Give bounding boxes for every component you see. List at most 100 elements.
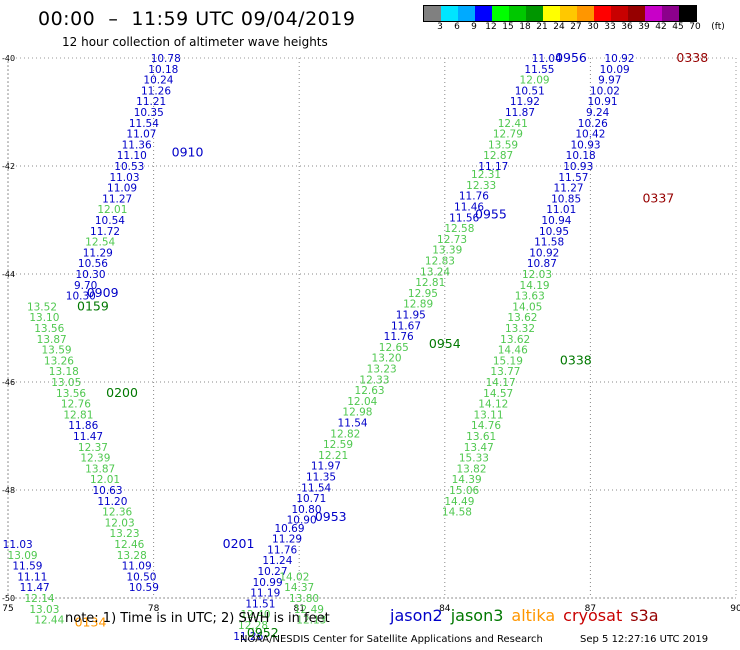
swh-value-label: 13.28 [117, 550, 147, 562]
swh-value-label: 11.58 [534, 237, 564, 249]
swh-value-label: 10.90 [287, 515, 317, 527]
swh-value-label: 11.29 [83, 247, 113, 259]
swh-value-label: 12.81 [415, 277, 445, 289]
swh-value-label: 15.33 [459, 453, 489, 465]
color-swatch-15 [679, 6, 696, 21]
swh-value-label: 10.87 [527, 258, 557, 270]
color-scale-bar [423, 5, 697, 22]
swh-value-label: 13.80 [289, 593, 319, 605]
swh-value-label: 11.03 [3, 539, 33, 551]
color-swatch-2 [458, 6, 475, 21]
color-scale-label: 30 [587, 22, 599, 32]
swh-value-label: 14.57 [483, 388, 513, 400]
swh-value-label: 13.56 [34, 323, 64, 335]
swh-value-label: 12.31 [471, 169, 501, 181]
swh-value-label: 11.04 [532, 53, 562, 65]
swh-value-label: 11.87 [505, 107, 535, 119]
swh-value-label: 11.47 [73, 431, 103, 443]
swh-value-label: 11.54 [129, 118, 159, 130]
swh-value-label: 10.30 [75, 269, 105, 281]
swh-value-label: 10.51 [515, 85, 545, 97]
color-scale-label: 9 [471, 22, 477, 32]
legend-s3a: s3a [630, 606, 659, 625]
swh-value-label: 11.17 [478, 161, 508, 173]
swh-value-label: 13.47 [464, 442, 494, 454]
swh-value-label: 10.94 [541, 215, 571, 227]
swh-value-label: 12.39 [80, 453, 110, 465]
swh-value-label: 10.53 [114, 161, 144, 173]
swh-value-label: 12.13 [296, 615, 326, 627]
swh-value-label: 13.18 [49, 366, 79, 378]
pass-time-label: 0201 [223, 536, 255, 551]
swh-value-label: 13.05 [51, 377, 81, 389]
swh-value-label: 12.63 [355, 385, 385, 397]
pass-time-label: 0910 [172, 145, 204, 160]
swh-value-label: 12.01 [97, 204, 127, 216]
swh-value-label: 10.78 [151, 53, 181, 65]
swh-value-label: 10.59 [129, 582, 159, 594]
swh-value-label: 14.39 [452, 474, 482, 486]
swh-value-label: 11.29 [272, 534, 302, 546]
swh-value-label: 13.39 [432, 245, 462, 257]
pass-time-label: 0159 [77, 298, 109, 313]
color-swatch-4 [492, 6, 509, 21]
swh-value-label: 12.36 [102, 507, 132, 519]
x-tick-label: 81 [293, 604, 304, 614]
swh-value-label: 11.97 [311, 461, 341, 473]
swh-value-label: 9.24 [586, 107, 610, 119]
swh-value-label: 11.92 [510, 96, 540, 108]
swh-value-label: 11.56 [449, 212, 479, 224]
swh-value-label: 10.56 [78, 258, 108, 270]
swh-value-label: 11.54 [338, 418, 368, 430]
swh-value-label: 13.24 [420, 266, 450, 278]
swh-value-label: 12.14 [25, 593, 55, 605]
swh-value-label: 10.71 [296, 493, 326, 505]
swh-value-label: 10.95 [539, 226, 569, 238]
swh-value-label: 11.47 [20, 582, 50, 594]
swh-value-label: 10.42 [575, 129, 605, 141]
swh-value-label: 11.07 [126, 129, 156, 141]
pass-time-label: 0954 [429, 336, 461, 351]
legend-jason3: jason3 [450, 606, 504, 625]
color-scale-label: 36 [621, 22, 633, 32]
swh-value-label: 14.49 [444, 496, 474, 508]
color-swatch-11 [611, 6, 628, 21]
generation-timestamp: Sep 5 12:27:16 UTC 2019 [580, 634, 709, 645]
color-scale-label: 24 [553, 22, 565, 32]
color-scale-label: 70 [689, 22, 701, 32]
swh-value-label: 10.93 [563, 161, 593, 173]
swh-value-label: 11.72 [90, 226, 120, 238]
swh-value-label: 14.17 [486, 377, 516, 389]
pass-time-label: 0134 [75, 614, 107, 629]
swh-value-label: 10.91 [588, 96, 618, 108]
swh-value-label: 12.83 [425, 256, 455, 268]
swh-value-label: 11.26 [233, 631, 263, 643]
swh-value-label: 12.04 [347, 396, 377, 408]
swh-value-label: 11.09 [107, 183, 137, 195]
swh-value-label: 14.02 [279, 571, 309, 583]
color-scale-label: 3 [437, 22, 443, 32]
swh-value-label: 13.82 [456, 463, 486, 475]
swh-value-label: 11.55 [524, 64, 554, 76]
swh-value-label: 13.20 [372, 353, 402, 365]
swh-value-label: 12.81 [63, 409, 93, 421]
swh-value-label: 14.19 [520, 280, 550, 292]
swh-value-label: 12.33 [359, 374, 389, 386]
swh-value-label: 12.33 [466, 180, 496, 192]
swh-value-label: 13.63 [515, 291, 545, 303]
color-scale-label: 18 [519, 22, 531, 32]
swh-value-label: 13.11 [473, 409, 503, 421]
swh-value-label: 10.35 [134, 107, 164, 119]
swh-value-label: 12.49 [294, 604, 324, 616]
swh-value-label: 11.57 [558, 172, 588, 184]
swh-value-label: 10.99 [253, 577, 283, 589]
swh-value-label: 13.61 [466, 431, 496, 443]
swh-value-label: 13.23 [367, 364, 397, 376]
color-swatch-13 [645, 6, 662, 21]
swh-value-label: 12.79 [493, 129, 523, 141]
color-scale-label: (ft) [711, 22, 725, 32]
page-subtitle: 12 hour collection of altimeter wave hei… [62, 35, 328, 49]
swh-value-label: 10.92 [529, 247, 559, 259]
y-tick-label: -50 [2, 594, 15, 603]
